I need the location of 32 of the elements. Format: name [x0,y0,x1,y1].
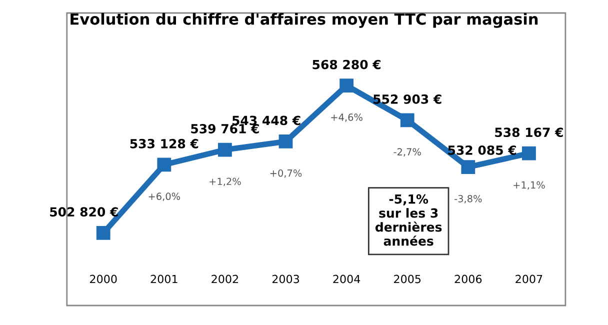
x-tick-label: 2007 [516,274,542,284]
data-label: 539 761 € [191,124,259,134]
point [461,160,476,174]
annotation: +0,7% [270,169,302,178]
x-tick-label: 2000 [90,274,117,284]
x-tick-label: 2003 [272,274,300,284]
data-label: 538 167 € [495,128,563,138]
x-tick-label: 2001 [150,274,178,284]
point [218,142,232,157]
annotation: +6,0% [148,192,180,201]
x-tick-label: 2005 [394,274,421,284]
x-tick-label: 2006 [454,274,482,284]
point [522,146,536,160]
annotation: +1,2% [210,178,241,186]
data-label: 543 448 € [232,116,300,126]
point [96,226,110,240]
point [340,78,354,93]
annotation: +1,1% [514,181,545,190]
annotation: -3,8% [454,195,482,204]
data-label: 502 820 € [50,207,118,217]
annotation: +4,6% [331,114,362,122]
x-tick-label: 2002 [212,274,238,284]
annotation: -5,1% sur les 3 dernières années [375,194,442,246]
data-label: 568 280 € [312,60,381,70]
data-label: 533 128 € [130,138,198,148]
chart-title: Evolution du chiffre d'affaires moyen TTC par magasin [70,13,538,28]
point [157,158,172,172]
annotation: -2,7% [394,148,421,156]
point [278,134,293,148]
point [400,113,414,128]
x-tick-label: 2004 [333,274,360,284]
data-label: 552 903 € [374,94,442,104]
